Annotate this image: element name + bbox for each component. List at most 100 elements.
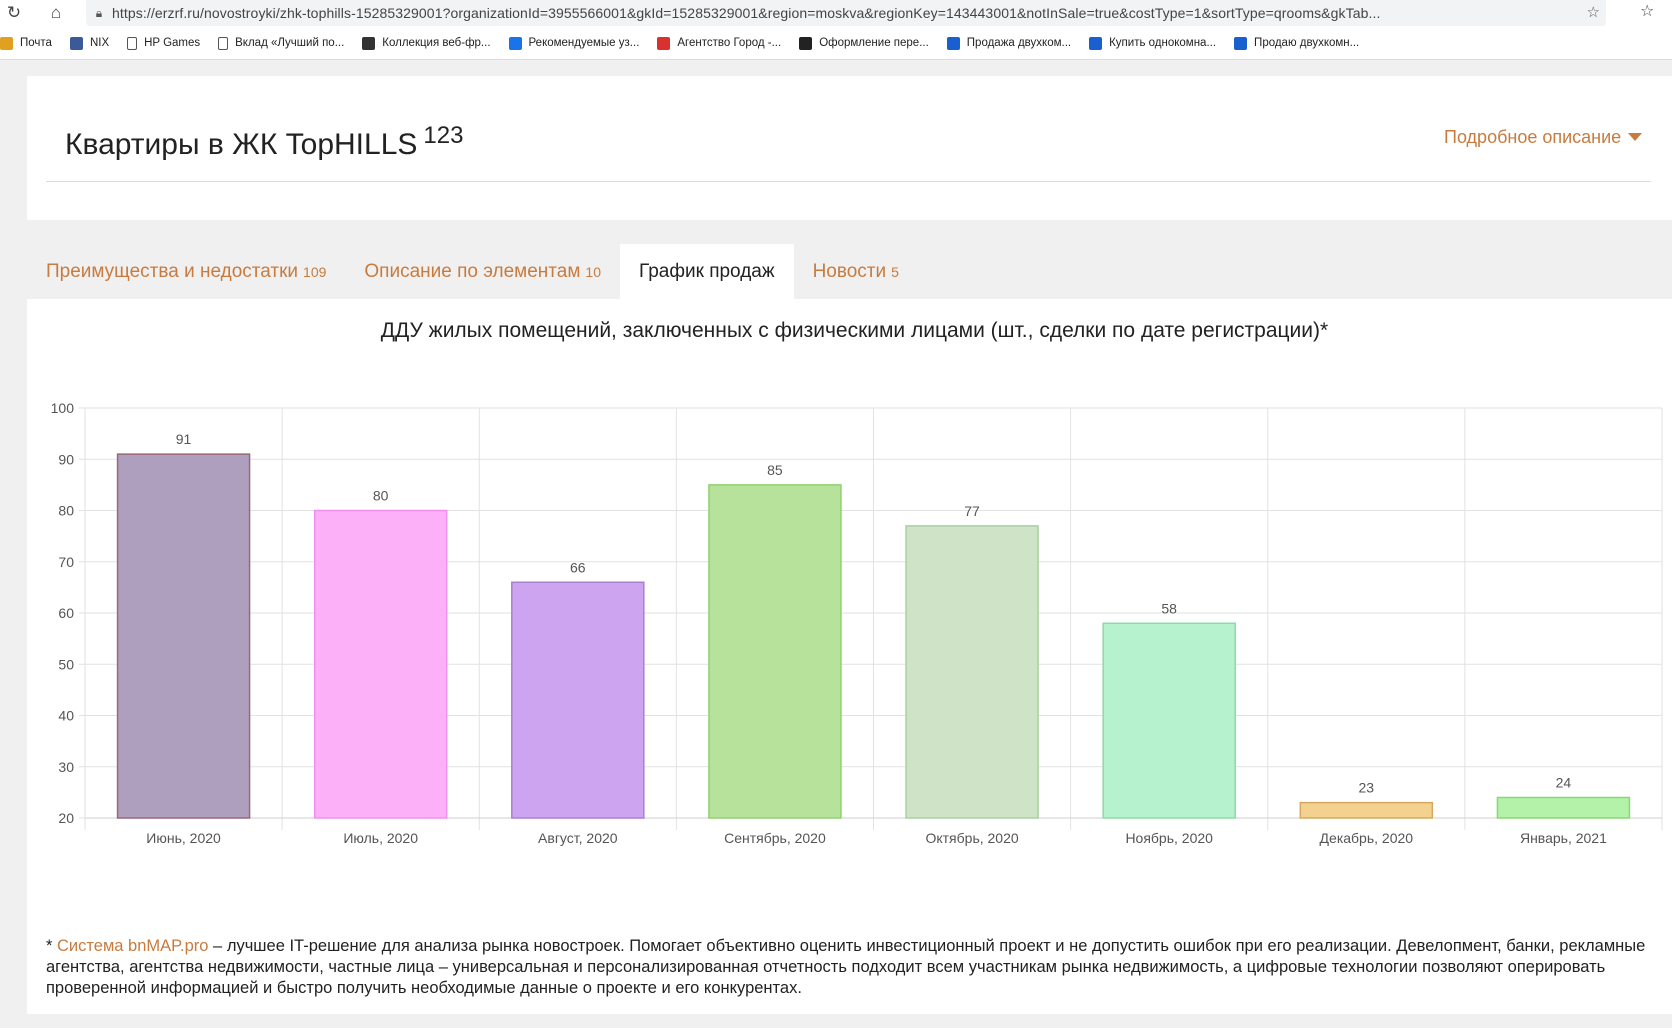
y-tick-label: 70 (58, 554, 74, 570)
chart-title: ДДУ жилых помещений, заключенных с физич… (380, 319, 1329, 342)
tab-count: 109 (303, 263, 327, 280)
bookmark-item[interactable]: Вклад «Лучший по... (218, 36, 345, 50)
y-tick-label: 90 (58, 451, 74, 467)
bar (313, 509, 448, 819)
bookmark-label: NIX (89, 37, 110, 49)
bookmark-label: HP Games (144, 37, 201, 49)
nix-icon (69, 36, 83, 50)
y-tick-label: 20 (58, 810, 74, 826)
caret-down-icon[interactable] (1628, 132, 1643, 141)
tab-1[interactable]: Описание по элементам 10 (345, 244, 620, 299)
add-favorite-icon[interactable]: ☆ (1586, 4, 1600, 21)
x-tick-label: Сентябрь, 2020 (724, 830, 826, 846)
bar (116, 453, 251, 819)
reload-icon[interactable]: ↻ (6, 3, 22, 22)
page-title-text: Квартиры в ЖК TopHILLS (65, 128, 418, 161)
divider (46, 181, 1651, 182)
bar-value-label: 85 (767, 462, 783, 478)
tab-label[interactable]: График продаж (639, 260, 775, 282)
y-tick-label: 50 (58, 656, 74, 672)
address-bar[interactable]: 🔒︎ https://erzrf.ru/novostroyki/zhk-toph… (86, 0, 1606, 26)
bar-value-label: 66 (570, 559, 586, 575)
bookmark-label: Купить однокомна... (1109, 37, 1217, 49)
footnote-text: – лучшее IT-решение для анализа рынка но… (46, 937, 1646, 997)
collection-icon (362, 36, 376, 50)
bookmark-label: Продаю двухкомн... (1254, 37, 1360, 49)
page-icon (127, 36, 138, 50)
bar (1102, 622, 1236, 819)
detail-description-link[interactable]: Подробное описание (1444, 127, 1643, 148)
bar-value-label: 80 (373, 488, 389, 504)
tab-label[interactable]: Новости (812, 260, 887, 282)
bookmark-item[interactable]: Купить однокомна... (1089, 36, 1217, 50)
sales-chart-panel: ДДУ жилых помещений, заключенных с физич… (27, 299, 1672, 1014)
bar (905, 525, 1039, 819)
y-tick-label: 100 (51, 400, 75, 416)
tab-0[interactable]: Преимущества и недостатки 109 (27, 244, 345, 299)
tab-count: 5 (891, 263, 899, 280)
bookmarks-bar: Почта NIX HP Games Вклад «Лучший по... Колле… (0, 32, 1377, 54)
page-title-count: 123 (423, 122, 464, 149)
bookmark-label: Почта (20, 37, 52, 49)
bar-value-label: 91 (176, 431, 192, 447)
footnote-prefix: * (46, 937, 58, 955)
bookmark-label: Вклад «Лучший по... (235, 37, 345, 49)
favorites-icon[interactable]: ☆ (1640, 3, 1655, 20)
bar (1496, 796, 1631, 819)
bar (511, 581, 645, 819)
bookmark-item[interactable]: Рекомендуемые уз... (508, 36, 640, 50)
header-card: Квартиры в ЖК TopHILLS 123 Подробное опис… (27, 76, 1672, 220)
bar-value-label: 23 (1359, 780, 1375, 796)
detail-description-label[interactable]: Подробное описание (1444, 127, 1622, 147)
mail-icon (0, 36, 13, 50)
bookmark-item[interactable]: Коллекция веб-фр... (362, 36, 491, 50)
bar (708, 484, 842, 819)
bookmark-label: Оформление пере... (819, 37, 929, 49)
x-tick-label: Август, 2020 (538, 830, 618, 846)
home-icon[interactable]: ⌂ (50, 3, 62, 22)
x-tick-label: Июнь, 2020 (146, 830, 221, 846)
y-tick-label: 40 (58, 708, 74, 724)
tab-2[interactable]: График продаж (620, 244, 794, 299)
tab-bar: Преимущества и недостатки 109 Описание по … (27, 244, 1672, 299)
tab-label[interactable]: Описание по элементам (364, 260, 581, 282)
bookmark-label: Агентство Город -... (677, 37, 782, 49)
bookmark-item[interactable]: Оформление пере... (799, 36, 929, 50)
tab-label[interactable]: Преимущества и недостатки (46, 260, 299, 282)
y-tick-label: 60 (58, 605, 74, 621)
bookmark-item[interactable]: NIX (69, 36, 110, 50)
bing-icon (508, 36, 522, 50)
bnmap-link[interactable]: Система bnMAP.pro (57, 937, 209, 955)
bookmark-item[interactable]: HP Games (127, 36, 201, 50)
bookmark-label: Продажа двухком... (966, 37, 1072, 49)
bar-value-label: 24 (1556, 775, 1572, 791)
sales-bar-chart: 20 30 40 50 60 70 80 90 100 91 Июнь, 2020 80 Июль, 2… (51, 400, 1663, 846)
browser-chrome: ↻ ⌂ 🔒︎ https://erzrf.ru/novostroyki/zhk-… (0, 0, 1672, 60)
y-tick-label: 80 (58, 503, 74, 519)
page-title: Квартиры в ЖК TopHILLS 123 (65, 122, 463, 162)
bookmark-item[interactable]: Продаю двухкомн... (1234, 36, 1360, 50)
bookmark-item[interactable]: Агентство Город -... (657, 36, 782, 50)
x-tick-label: Декабрь, 2020 (1320, 830, 1414, 846)
tab-count: 10 (585, 263, 601, 280)
bar (1299, 801, 1434, 819)
avito-icon (946, 36, 960, 50)
x-tick-label: Октябрь, 2020 (925, 830, 1018, 846)
y-tick-label: 30 (58, 759, 74, 775)
avito-icon (1234, 36, 1248, 50)
page-icon (218, 36, 229, 50)
bookmark-item[interactable]: Продажа двухком... (946, 36, 1072, 50)
avito-icon (1089, 36, 1103, 50)
bookmark-label: Рекомендуемые уз... (528, 37, 640, 49)
url-text[interactable]: https://erzrf.ru/novostroyki/zhk-tophill… (112, 5, 1381, 21)
x-tick-label: Июль, 2020 (343, 830, 418, 846)
footnote: * Система bnMAP.pro – лучшее IT-решение … (46, 936, 1646, 999)
tab-3[interactable]: Новости 5 (794, 244, 918, 299)
agency-icon (657, 36, 671, 50)
plus-icon (799, 36, 813, 50)
x-tick-label: Ноябрь, 2020 (1125, 830, 1213, 846)
x-tick-label: Январь, 2021 (1520, 830, 1607, 846)
bar-value-label: 77 (964, 503, 980, 519)
bookmark-item[interactable]: Почта (0, 36, 52, 50)
lock-icon: 🔒︎ (95, 5, 103, 20)
